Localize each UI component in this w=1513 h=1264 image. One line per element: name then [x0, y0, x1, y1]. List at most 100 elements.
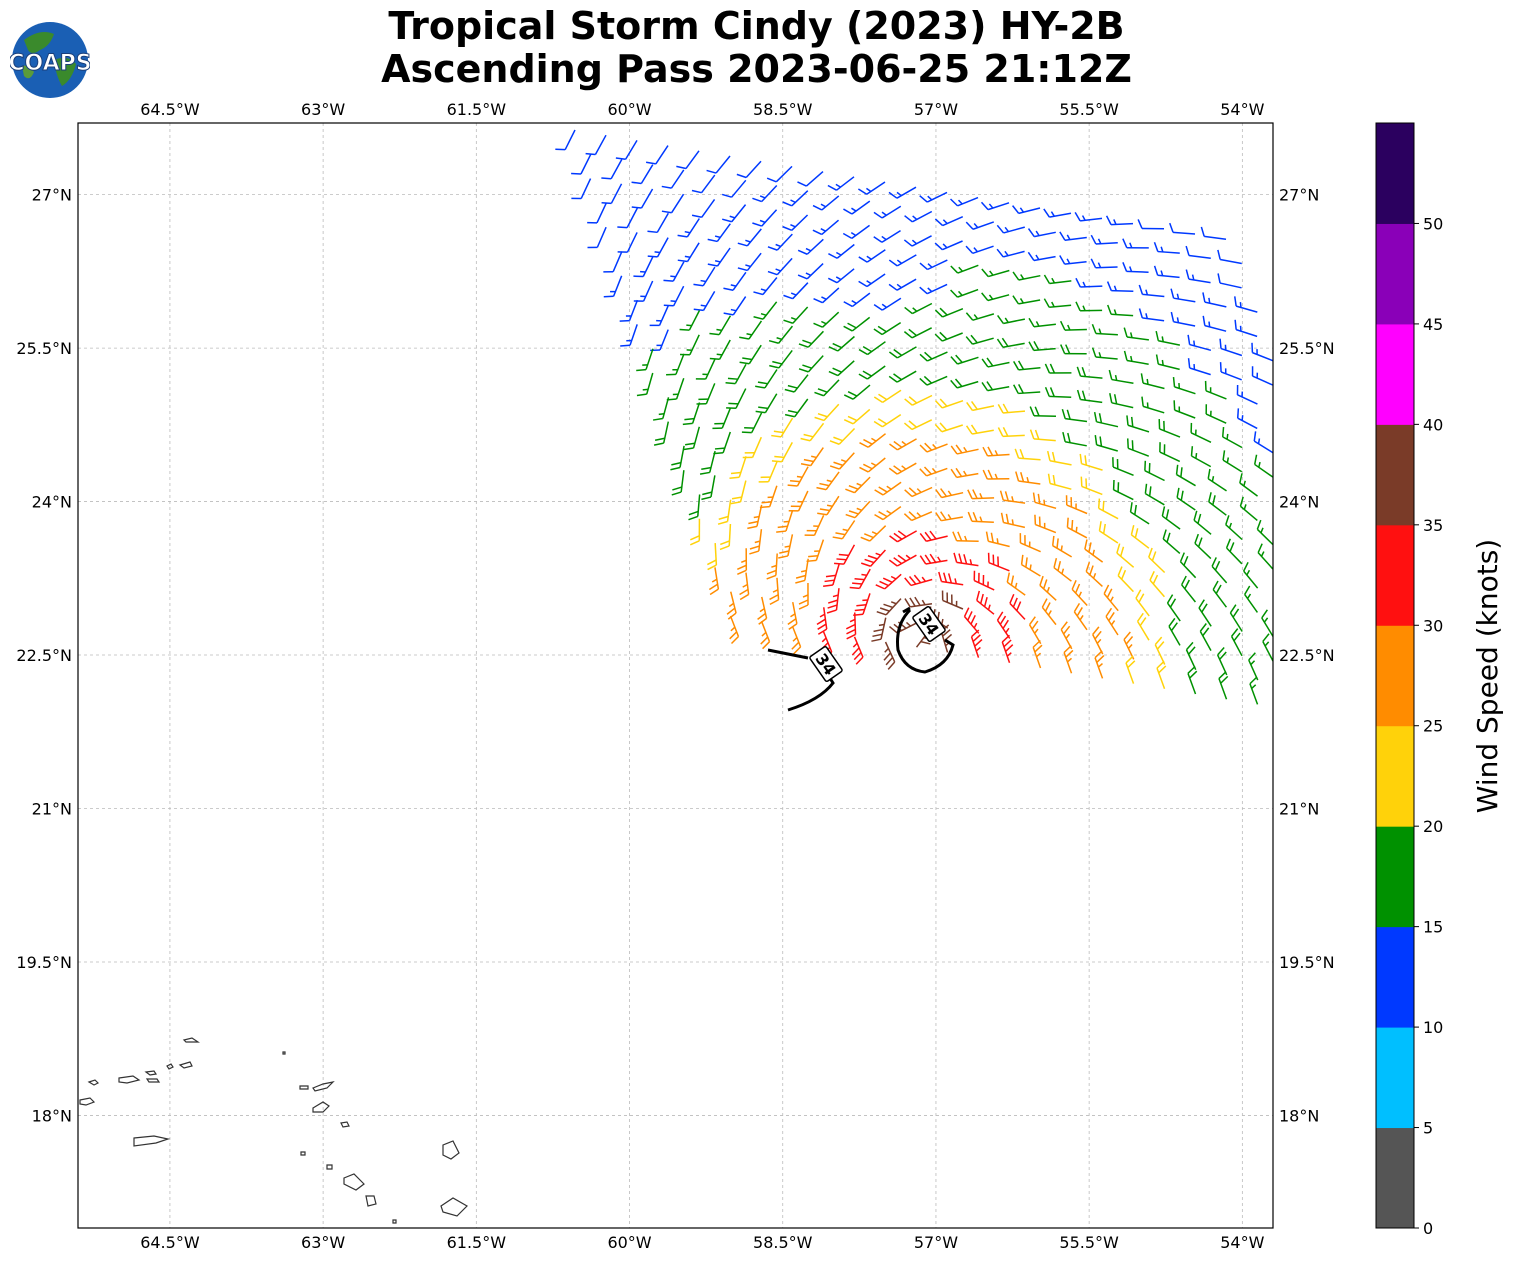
wind-barb [903, 235, 932, 247]
wind-barb [633, 280, 654, 302]
wind-barb [769, 349, 793, 369]
wind-barb [1135, 589, 1150, 617]
wind-barb [1137, 219, 1165, 230]
wind-barb [1169, 222, 1196, 235]
wind-barb [725, 363, 747, 385]
wind-barb [888, 278, 917, 291]
wind-barb [883, 641, 896, 670]
wind-barb [997, 403, 1026, 414]
wind-barb [934, 307, 964, 318]
wind-barb [1097, 498, 1119, 520]
wind-barb [1044, 363, 1072, 374]
colorbar-tick-label: 45 [1423, 315, 1443, 334]
wind-barb [1060, 621, 1073, 650]
wind-barb [768, 325, 794, 344]
wind-barb [1039, 575, 1057, 601]
wind-barb [695, 358, 716, 380]
wind-barb [571, 153, 592, 175]
wind-barb [873, 297, 902, 311]
wind-barb [1009, 593, 1026, 620]
wind-barb [1122, 262, 1149, 273]
wind-barb [919, 530, 948, 542]
wind-barb [1249, 676, 1259, 705]
wind-barb [617, 207, 638, 229]
wind-barb [845, 500, 871, 519]
colorbar-tick-label: 0 [1423, 1219, 1433, 1238]
wind-barb [1256, 519, 1273, 546]
wind-barb [919, 442, 948, 453]
wind-barb [709, 315, 732, 336]
lat-tick-label-left: 21°N [32, 800, 72, 819]
wind-barb [749, 529, 763, 555]
wind-barb [747, 504, 763, 530]
wind-barb [1187, 665, 1198, 695]
island-coastline [326, 1164, 333, 1170]
wind-barb [953, 552, 979, 567]
wind-barb [771, 442, 793, 463]
wind-barb [1105, 215, 1134, 226]
wind-barb [919, 351, 948, 362]
lat-tick-label-left: 24°N [32, 493, 72, 512]
wind-barb [1076, 389, 1103, 404]
wind-barb [1013, 384, 1041, 395]
lon-tick-label-top: 63°W [301, 100, 345, 119]
wind-barb [876, 598, 902, 616]
wind-barb [903, 327, 932, 339]
wind-barb [828, 243, 855, 259]
wind-barb [647, 212, 669, 234]
wind-barb [1013, 360, 1041, 371]
wind-barb [858, 273, 886, 288]
wind-barb [1239, 496, 1258, 521]
wind-barb [636, 372, 654, 397]
wind-barb [723, 296, 747, 316]
wind-barb [814, 379, 840, 397]
wind-barb [1207, 468, 1227, 492]
wind-barb [1028, 340, 1056, 352]
wind-barb [677, 242, 700, 263]
lat-tick-label-right: 27°N [1279, 186, 1319, 205]
island-coastline [312, 1081, 335, 1092]
wind-barb [739, 344, 762, 365]
wind-barb [1190, 446, 1212, 468]
lat-tick-label-left: 27°N [32, 186, 72, 205]
wind-barb [1229, 604, 1243, 632]
wind-barb [1047, 473, 1072, 490]
wind-barb [1060, 344, 1087, 355]
wind-barb [814, 403, 840, 422]
wind-barb [1117, 566, 1134, 593]
lon-tick-label-top: 54°W [1220, 100, 1264, 119]
wind-barb [859, 433, 886, 448]
colorbar-frame [1375, 122, 1415, 1229]
wind-barb [828, 360, 855, 377]
wind-barb [1257, 543, 1273, 570]
colorbar-segment [1376, 725, 1414, 827]
colorbar-segment [1376, 223, 1414, 325]
wind-barb [767, 257, 793, 276]
wind-barb [771, 417, 794, 438]
wind-barb [603, 251, 623, 273]
wind-barb [737, 548, 748, 576]
wind-barb [1080, 476, 1103, 496]
wind-barb [1006, 572, 1026, 596]
wind-barb [1019, 533, 1041, 553]
wind-barb [766, 165, 793, 183]
wind-barb [871, 617, 887, 642]
wind-barb [601, 159, 623, 180]
wind-barb [1153, 242, 1180, 254]
wind-barb [950, 354, 979, 365]
wind-barb [1205, 404, 1227, 424]
wind-barb [828, 335, 855, 352]
wind-barb [755, 393, 778, 414]
wind-barb [1090, 258, 1118, 269]
wind-barb [1179, 552, 1197, 579]
wind-barb [1234, 319, 1258, 338]
wind-barb [1062, 431, 1087, 447]
wind-barb [1138, 284, 1165, 298]
wind-barb [845, 612, 857, 640]
wind-barb [1225, 515, 1243, 541]
wind-barb [1106, 304, 1134, 317]
wind-barb [752, 209, 778, 227]
wind-barb [1144, 483, 1165, 506]
wind-barb [755, 369, 778, 389]
wind-barb [834, 544, 856, 565]
